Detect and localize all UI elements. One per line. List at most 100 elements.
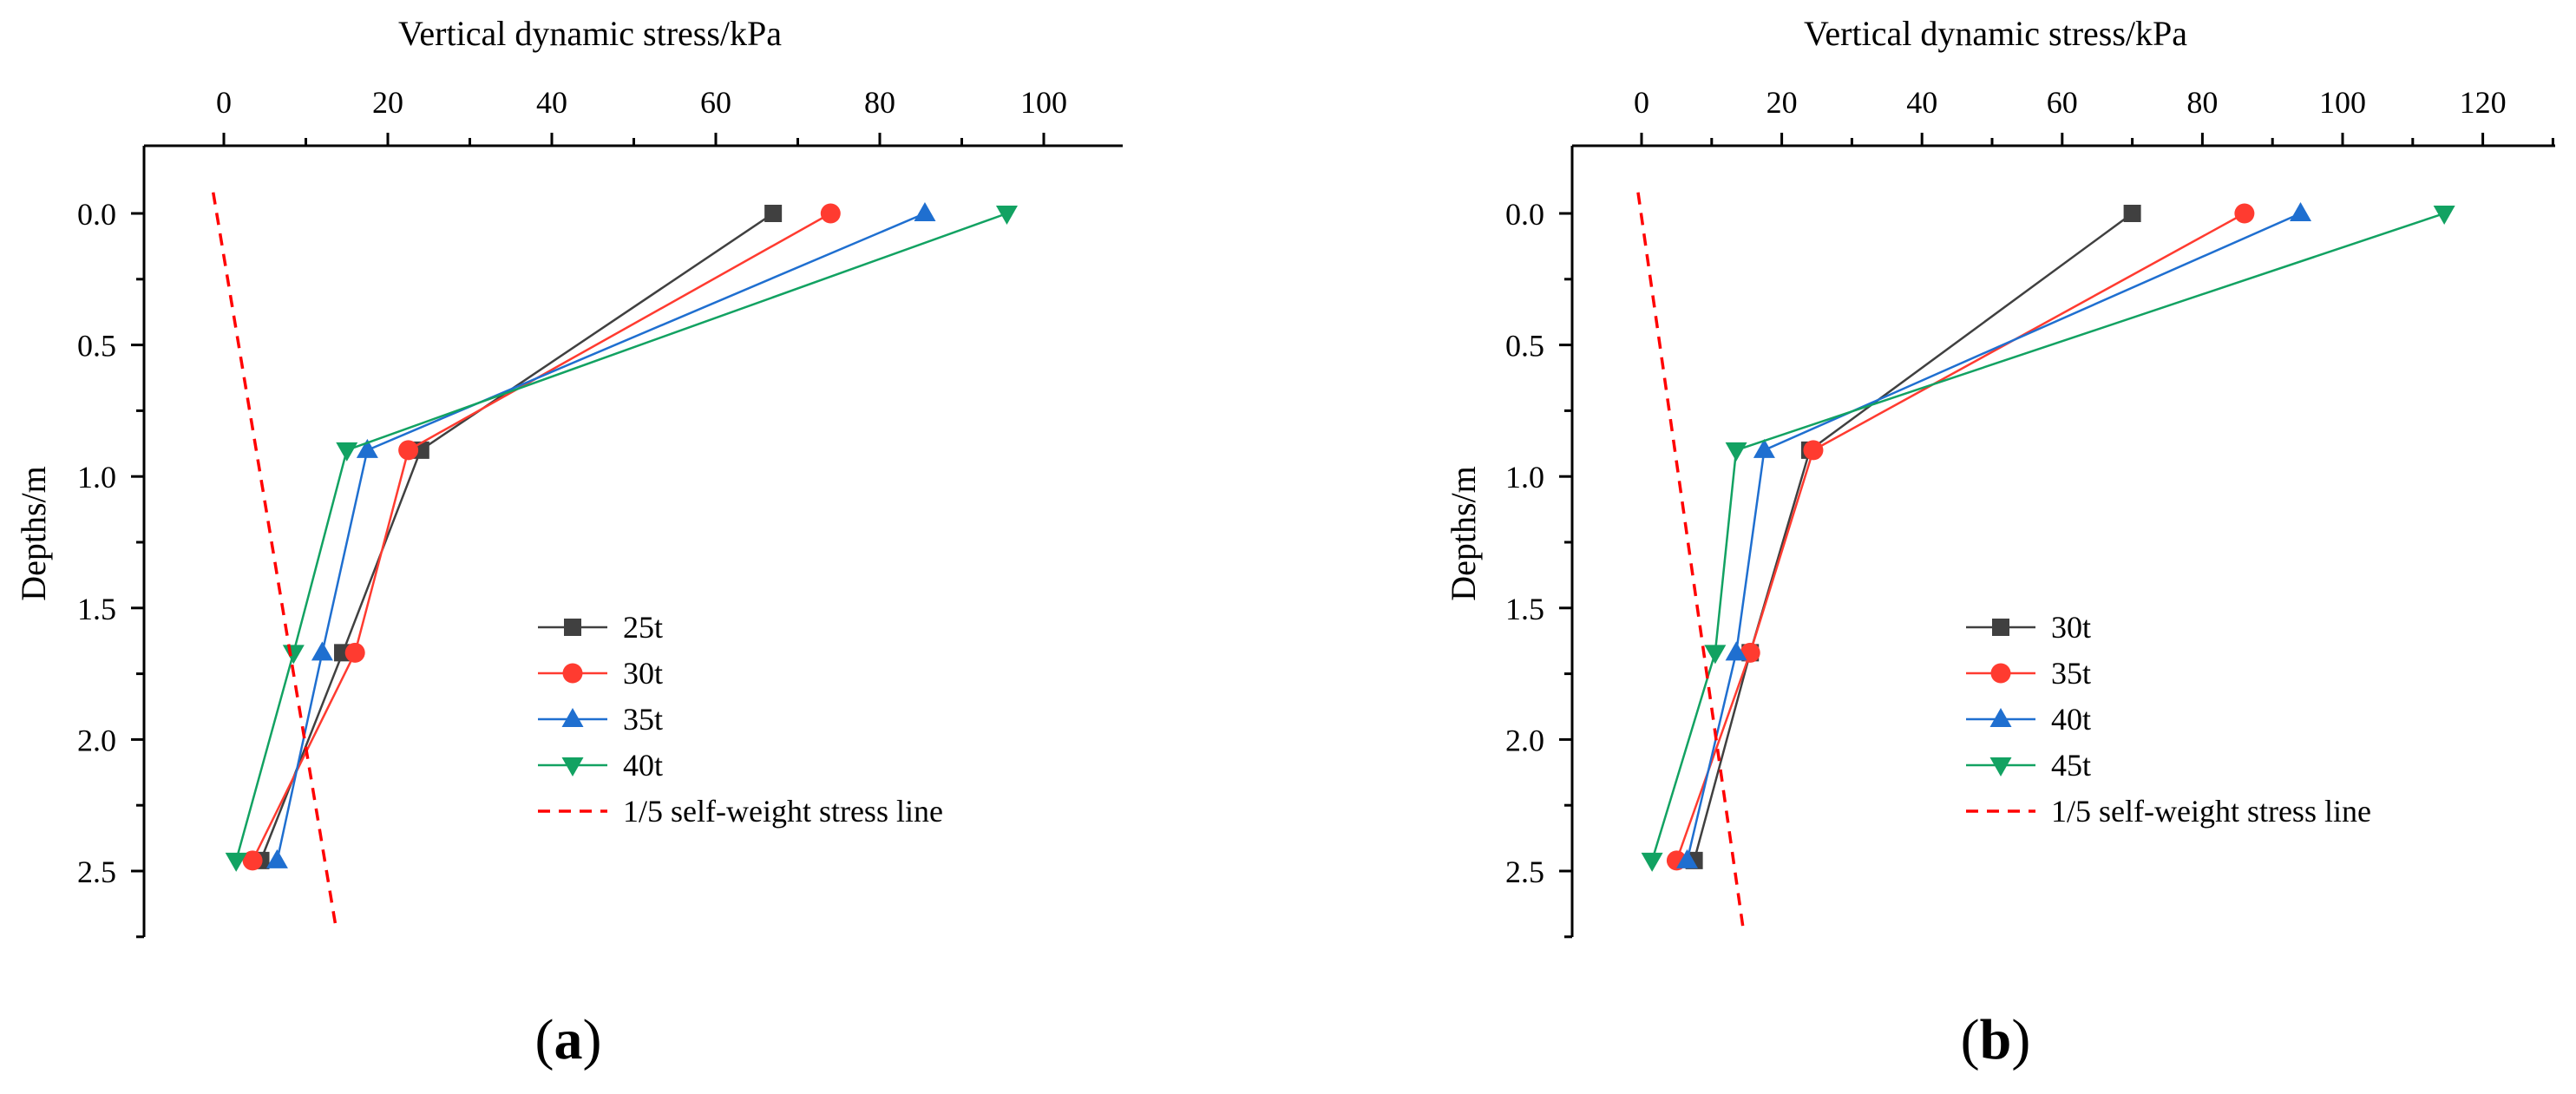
y-axis-title: Depths/m <box>14 466 53 601</box>
series-30t <box>242 203 841 871</box>
legend-entry: 45t <box>1966 748 2091 783</box>
series-40t <box>225 206 1018 872</box>
y-axis-title: Depths/m <box>1444 466 1483 601</box>
data-point <box>1704 645 1727 665</box>
legend-swatch-marker <box>561 757 584 776</box>
data-point <box>995 206 1018 225</box>
data-point <box>398 440 419 461</box>
y-tick-label: 0.5 <box>1505 329 1544 364</box>
x-axis-title: Vertical dynamic stress/kPa <box>398 14 782 53</box>
data-point <box>764 205 783 222</box>
data-point <box>914 202 936 221</box>
panel-a: 0 20 40 60 80 100 0.0 0.5 1.0 1.5 2.0 2.5 Vertical d… <box>14 14 1123 1071</box>
series-line <box>234 212 1007 861</box>
y-tick-label: 1.0 <box>77 460 116 495</box>
data-point <box>2123 205 2141 222</box>
panel-letter: b <box>1980 1008 2012 1071</box>
legend-swatch-marker <box>1990 663 2011 684</box>
y-tick-label: 1.0 <box>1505 460 1544 495</box>
legend-entry: 30t <box>538 656 663 691</box>
legend-swatch-marker <box>1989 757 2012 776</box>
x-axis-title: Vertical dynamic stress/kPa <box>1804 14 2187 53</box>
data-point <box>1641 852 1663 872</box>
x-tick-label: 60 <box>2047 85 2078 120</box>
data-point <box>336 442 358 462</box>
series-45t <box>1641 206 2455 872</box>
y-tick-label: 2.0 <box>1505 723 1544 757</box>
legend-label: 40t <box>2051 702 2091 737</box>
x-tick-label: 40 <box>1906 85 1937 120</box>
data-point <box>1753 438 1775 458</box>
series-line <box>1675 212 2245 861</box>
x-tick-label: 80 <box>2186 85 2218 120</box>
data-point <box>225 852 247 872</box>
legend-swatch-marker <box>562 663 583 684</box>
legend-swatch-marker <box>561 708 584 727</box>
series-line <box>251 212 831 861</box>
series-35t <box>265 202 936 868</box>
legend-entry: 1/5 self-weight stress line <box>1966 794 2371 829</box>
legend-swatch-marker <box>564 619 581 636</box>
data-point <box>1725 641 1747 661</box>
data-point <box>2234 203 2255 224</box>
legend-entry: 35t <box>1966 656 2091 691</box>
series-line <box>1693 212 2134 861</box>
data-point <box>311 641 333 661</box>
legend-label: 30t <box>623 656 663 691</box>
x-tick-label: 120 <box>2460 85 2507 120</box>
data-point <box>1803 440 1824 461</box>
legend-label: 1/5 self-weight stress line <box>623 794 943 829</box>
data-point <box>1725 442 1747 462</box>
panel-b: 0 20 40 60 80 100 120 0.0 0.5 1.0 1.5 2.0 2.5 Vertica… <box>1444 14 2555 1071</box>
legend-label: 40t <box>623 748 663 783</box>
x-tick-label: 40 <box>536 85 567 120</box>
y-tick-label: 0.0 <box>1505 197 1544 232</box>
legend-entry: 40t <box>538 748 663 783</box>
y-tick-label: 1.5 <box>77 592 116 626</box>
legend-entry: 25t <box>538 610 663 645</box>
data-point <box>282 645 305 665</box>
series-line <box>1686 212 2302 861</box>
data-point <box>265 848 288 868</box>
y-tick-label: 0.0 <box>77 197 116 232</box>
y-tick-label: 2.5 <box>1505 855 1544 889</box>
x-tick-label: 0 <box>216 85 232 120</box>
y-tick-label: 2.5 <box>77 855 116 889</box>
legend-entry: 40t <box>1966 702 2091 737</box>
series-line <box>1650 212 2445 861</box>
x-tick-label: 100 <box>2319 85 2366 120</box>
legend-label: 25t <box>623 610 663 645</box>
x-tick-label: 20 <box>1766 85 1798 120</box>
x-tick-label: 100 <box>1020 85 1067 120</box>
legend-swatch-marker <box>1992 619 2009 636</box>
panel-label: (b) <box>1961 1008 2031 1071</box>
y-tick-label: 0.5 <box>77 329 116 364</box>
y-tick-label: 1.5 <box>1505 592 1544 626</box>
legend-entry: 1/5 self-weight stress line <box>538 794 943 829</box>
data-point <box>344 642 365 663</box>
x-tick-label: 60 <box>700 85 731 120</box>
panel-label: (a) <box>535 1008 602 1071</box>
legend-entry: 35t <box>538 702 663 737</box>
data-point <box>356 438 378 458</box>
series-35t <box>1666 203 2255 871</box>
legend-label: 35t <box>2051 656 2091 691</box>
legend-label: 45t <box>2051 748 2091 783</box>
legend-label: 1/5 self-weight stress line <box>2051 794 2371 829</box>
series-25t <box>252 205 783 869</box>
x-tick-label: 80 <box>864 85 895 120</box>
legend-swatch-marker <box>1989 708 2012 727</box>
data-point <box>1676 848 1699 868</box>
data-point <box>2290 202 2312 221</box>
y-tick-label: 2.0 <box>77 723 116 757</box>
x-tick-label: 20 <box>372 85 403 120</box>
data-point <box>820 203 841 224</box>
panel-letter: a <box>554 1008 583 1071</box>
data-point <box>2433 206 2455 225</box>
legend-entry: 30t <box>1966 610 2091 645</box>
series-line <box>276 212 926 861</box>
data-point <box>242 850 263 871</box>
legend-label: 30t <box>2051 610 2091 645</box>
series-40t <box>1676 202 2312 868</box>
